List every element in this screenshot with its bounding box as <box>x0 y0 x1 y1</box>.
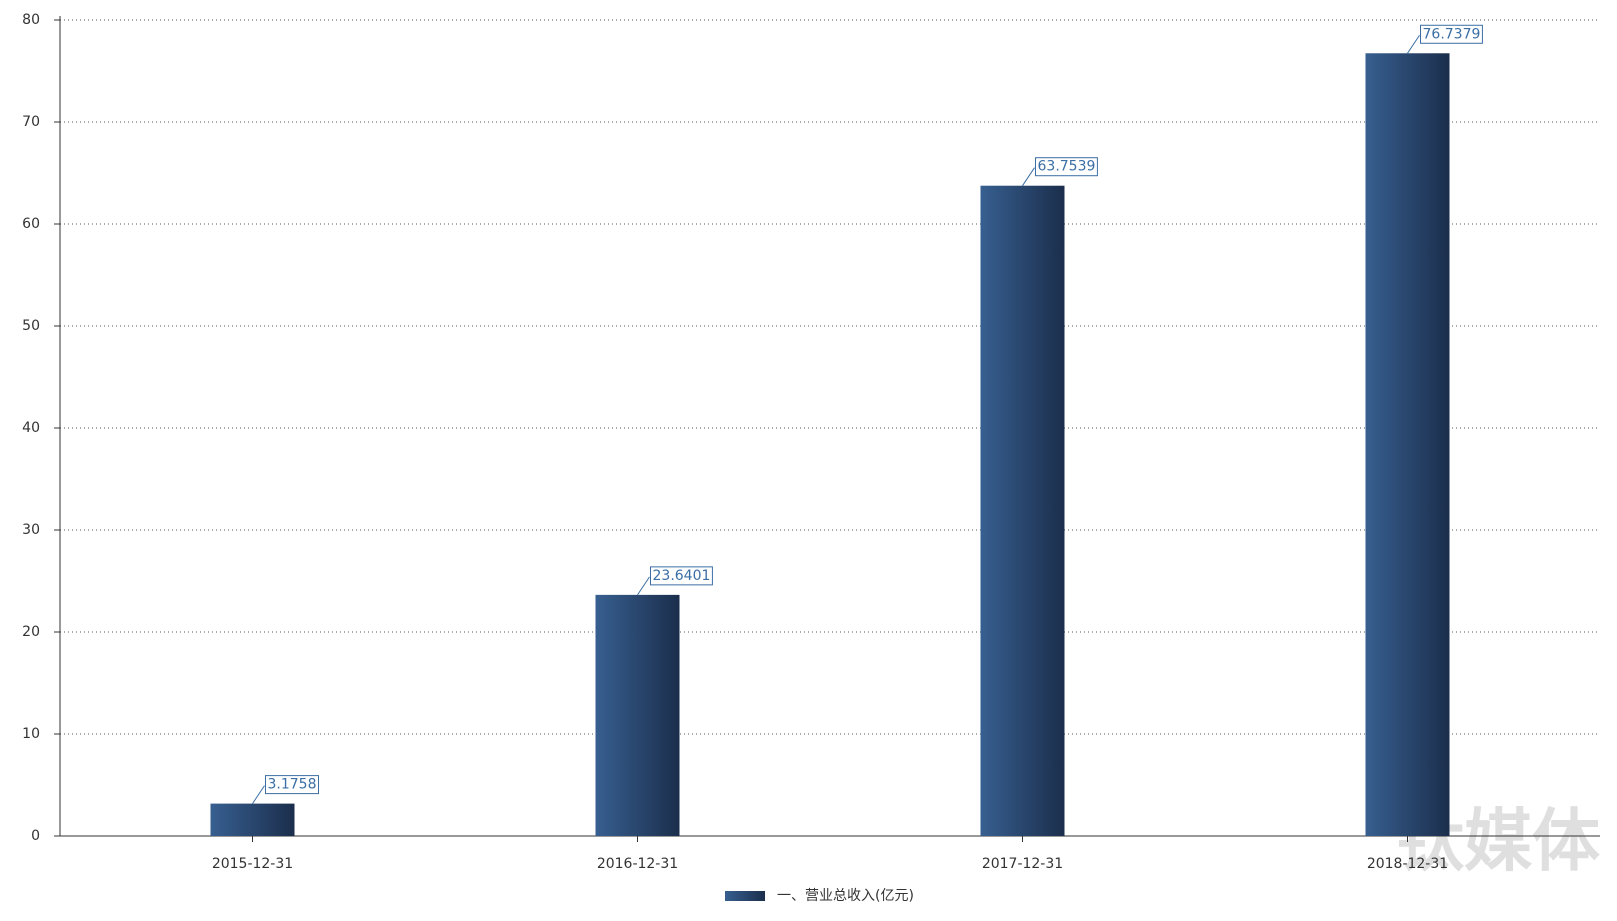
x-tick-label: 2015-12-31 <box>212 856 293 872</box>
label-box <box>1035 157 1098 177</box>
bar <box>595 594 680 836</box>
value-label: 63.7539 <box>1038 159 1096 175</box>
legend-label: 一、营业总收入(亿元) <box>777 888 914 904</box>
label-leader <box>1407 34 1420 54</box>
y-tick-label: 30 <box>22 522 40 538</box>
label-leader <box>252 785 265 804</box>
y-tick-label: 60 <box>22 216 40 232</box>
value-label: 76.7379 <box>1423 26 1481 42</box>
y-tick-label: 80 <box>22 12 40 28</box>
label-leader <box>1022 167 1035 186</box>
bar <box>210 803 295 836</box>
x-tick-label: 2018-12-31 <box>1367 856 1448 872</box>
y-tick-label: 40 <box>22 420 40 436</box>
bar <box>1365 53 1450 836</box>
value-label: 3.1758 <box>268 777 317 793</box>
y-tick-label: 70 <box>22 114 40 130</box>
x-tick-label: 2016-12-31 <box>597 856 678 872</box>
x-tick-label: 2017-12-31 <box>982 856 1063 872</box>
label-box <box>650 566 713 586</box>
label-box <box>265 775 319 795</box>
y-tick-label: 20 <box>22 624 40 640</box>
y-tick-label: 0 <box>31 828 40 844</box>
legend-swatch <box>725 891 765 901</box>
y-tick-label: 50 <box>22 318 40 334</box>
label-leader <box>637 576 650 596</box>
label-box <box>1420 24 1483 44</box>
y-tick-label: 10 <box>22 726 40 742</box>
bar <box>980 185 1065 837</box>
value-label: 23.6401 <box>653 568 711 584</box>
